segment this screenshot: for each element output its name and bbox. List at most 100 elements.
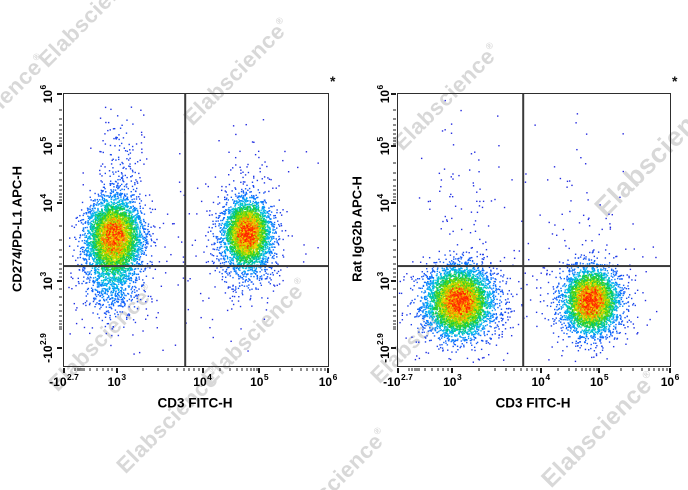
x-axis-tick [418,368,420,371]
y-axis-tick [57,144,62,147]
x-axis-tick [536,368,538,371]
y-tick-label: 106 [375,84,392,104]
x-axis-title-right: CD3 FITC-H [495,395,571,411]
y-axis-tick [393,172,396,174]
x-axis-tick [526,368,528,371]
x-tick-label: -102.7 [49,372,79,389]
y-axis-title-right: Rat IgG2b APC-H [349,176,365,282]
x-axis-tick [437,368,439,371]
y-axis-tick [59,249,62,251]
x-axis-tick [662,368,664,371]
x-axis-tick [176,368,178,371]
y-axis-tick [57,201,62,204]
x-axis-tick [589,368,591,371]
y-axis-tick [59,185,62,187]
y-axis-tick [393,124,396,126]
x-axis-tick [312,368,314,371]
x-tick-label: 103 [107,372,127,389]
x-tick-label: 105 [250,372,269,389]
x-axis-tick [431,368,433,371]
y-axis-tick [393,288,396,290]
y-axis-tick [393,276,396,278]
x-axis-tick [246,368,248,371]
x-axis-tick [531,368,533,371]
x-axis-tick [291,368,293,371]
x-axis-tick [219,368,221,371]
y-axis-tick [391,279,396,282]
y-axis-tick [59,310,62,312]
y-axis-tick [59,320,62,322]
y-axis-tick [393,296,396,298]
y-axis-tick [59,328,62,330]
x-axis-tick [424,368,426,371]
x-axis-tick [198,368,200,371]
x-axis-tick [167,368,169,371]
x-axis-tick [107,368,109,371]
y-axis-tick [393,185,396,187]
x-axis-tick [157,368,159,371]
y-axis-tick [59,225,62,227]
x-axis-tick [258,368,261,373]
x-axis-tick [183,368,185,371]
x-axis-tick [79,368,81,371]
x-axis-tick [666,368,668,371]
x-axis-tick [568,368,570,371]
x-axis-tick [632,368,634,371]
x-tick-label: 106 [318,372,338,389]
y-axis-tick [59,118,62,120]
quadrant-gate-vertical-line [522,94,524,366]
significance-asterisk-right: * [672,73,678,89]
plot-area-right: -102.7 103 104 105 106 106 105 104 103 -102.9 [375,85,679,389]
y-axis-tick [393,179,396,181]
y-axis-tick [393,196,396,198]
x-axis-tick [102,368,104,371]
x-axis-tick [575,368,577,371]
x-axis-tick [416,368,418,371]
y-axis-tick [393,249,396,251]
x-axis-tick [414,368,416,371]
y-axis-tick [393,162,396,164]
x-tick-label: 104 [531,372,551,389]
y-axis-tick [57,347,62,350]
y-axis-tick [59,315,62,317]
x-axis-tick [229,368,231,371]
y-axis-tick [59,304,62,306]
y-tick-label: -102.9 [375,333,392,363]
y-axis-tick [59,276,62,278]
x-axis-tick [188,368,190,371]
x-axis-tick [494,368,496,371]
y-axis-tick [59,193,62,195]
y-axis-tick [393,189,396,191]
y-axis-tick [59,143,62,145]
y-axis-tick [393,193,396,195]
x-axis-tick [81,368,83,371]
x-axis-tick [111,368,113,371]
y-axis-tick [393,143,396,145]
y-axis-tick [393,137,396,139]
x-axis-tick [300,368,302,371]
y-axis-tick [59,137,62,139]
x-axis-tick [241,368,243,371]
y-axis-tick [393,109,396,111]
y-axis-tick [59,179,62,181]
y-axis-tick [393,310,396,312]
y-axis-tick [393,323,396,325]
y-axis-tick [393,328,396,330]
x-axis-tick [596,368,598,371]
y-axis-tick [59,268,62,270]
x-axis-tick [63,368,65,373]
y-axis-tick [59,133,62,135]
x-axis-tick [513,368,515,371]
quadrant-gate-horizontal-line [64,265,328,268]
x-axis-tick [411,368,413,371]
x-axis-tick [279,368,281,371]
x-axis-tick [74,368,76,371]
x-axis-tick [77,368,79,371]
y-axis-tick [59,239,62,241]
x-axis-tick [142,368,144,371]
x-axis-tick [447,368,449,371]
x-axis-tick [397,368,399,373]
y-axis-tick [393,320,396,322]
